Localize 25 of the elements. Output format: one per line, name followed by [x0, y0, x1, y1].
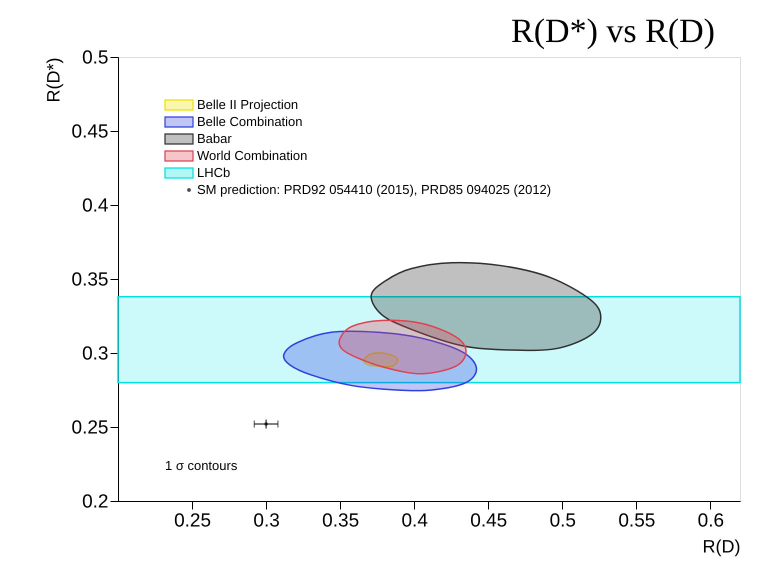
- annotation: 1 σ contours: [165, 458, 238, 473]
- y-axis-title: R(D*): [44, 58, 64, 102]
- y-tick-label: 0.2: [82, 492, 108, 512]
- y-tick-label: 0.3: [82, 344, 108, 364]
- y-tick-label: 0.45: [72, 122, 108, 142]
- x-tick-label: 0.45: [470, 510, 508, 532]
- legend-label: SM prediction: PRD92 054410 (2015), PRD85 094025 (2012): [197, 182, 552, 197]
- y-tick-label: 0.4: [82, 196, 109, 216]
- legend-label: Babar: [197, 131, 232, 146]
- x-tick-label: 0.35: [322, 510, 360, 532]
- x-tick-label: 0.55: [618, 510, 656, 532]
- x-tick-label: 0.6: [698, 510, 724, 532]
- legend-label: LHCb: [197, 165, 230, 180]
- legend-label: World Combination: [197, 148, 308, 163]
- y-tick-label: 0.35: [72, 270, 108, 290]
- x-tick-label: 0.5: [550, 510, 576, 532]
- legend-label: Belle Combination: [197, 114, 303, 129]
- x-tick-label: 0.3: [253, 510, 280, 532]
- x-tick-label: 0.4: [401, 510, 428, 532]
- x-tick-label: 0.25: [174, 510, 212, 532]
- y-tick-label: 0.5: [82, 48, 108, 68]
- x-axis-title: R(D): [702, 536, 740, 556]
- legend-label: Belle II Projection: [197, 97, 298, 112]
- y-tick-label: 0.25: [72, 418, 108, 438]
- chart-title: R(D*) vs R(D): [511, 13, 715, 50]
